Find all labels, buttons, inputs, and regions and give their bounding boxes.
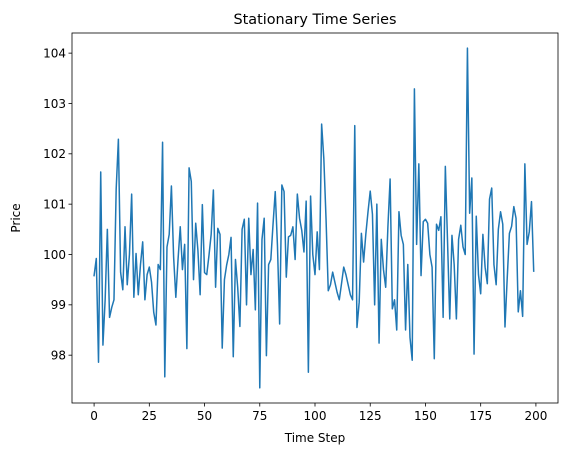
plot-area <box>93 47 535 389</box>
x-tick-label: 200 <box>524 409 547 423</box>
x-tick-label: 0 <box>90 409 98 423</box>
x-tick-label: 125 <box>359 409 382 423</box>
x-tick-label: 175 <box>469 409 492 423</box>
x-tick-label: 100 <box>304 409 327 423</box>
y-tick-label: 104 <box>43 46 66 60</box>
x-tick-label: 150 <box>414 409 437 423</box>
y-axis-label: Price <box>9 203 23 232</box>
axis-ticks: 0 25 50 75 100 125 150 175 200 98 99 100 101 102 103 10… <box>43 32 559 423</box>
y-tick-label: 103 <box>43 97 66 111</box>
chart-title: Stationary Time Series <box>233 12 396 28</box>
y-tick-label: 98 <box>51 348 66 362</box>
series-line-0 <box>93 47 535 389</box>
x-tick-label: 75 <box>252 409 267 423</box>
axes-frame <box>71 32 559 404</box>
x-tick-label: 25 <box>142 409 157 423</box>
y-tick-label: 100 <box>43 248 66 262</box>
x-axis-label: Time Step <box>284 431 346 445</box>
y-tick-label: 102 <box>43 147 66 161</box>
y-tick-label: 99 <box>51 298 66 312</box>
x-tick-label: 50 <box>197 409 212 423</box>
y-tick-label: 101 <box>43 197 66 211</box>
